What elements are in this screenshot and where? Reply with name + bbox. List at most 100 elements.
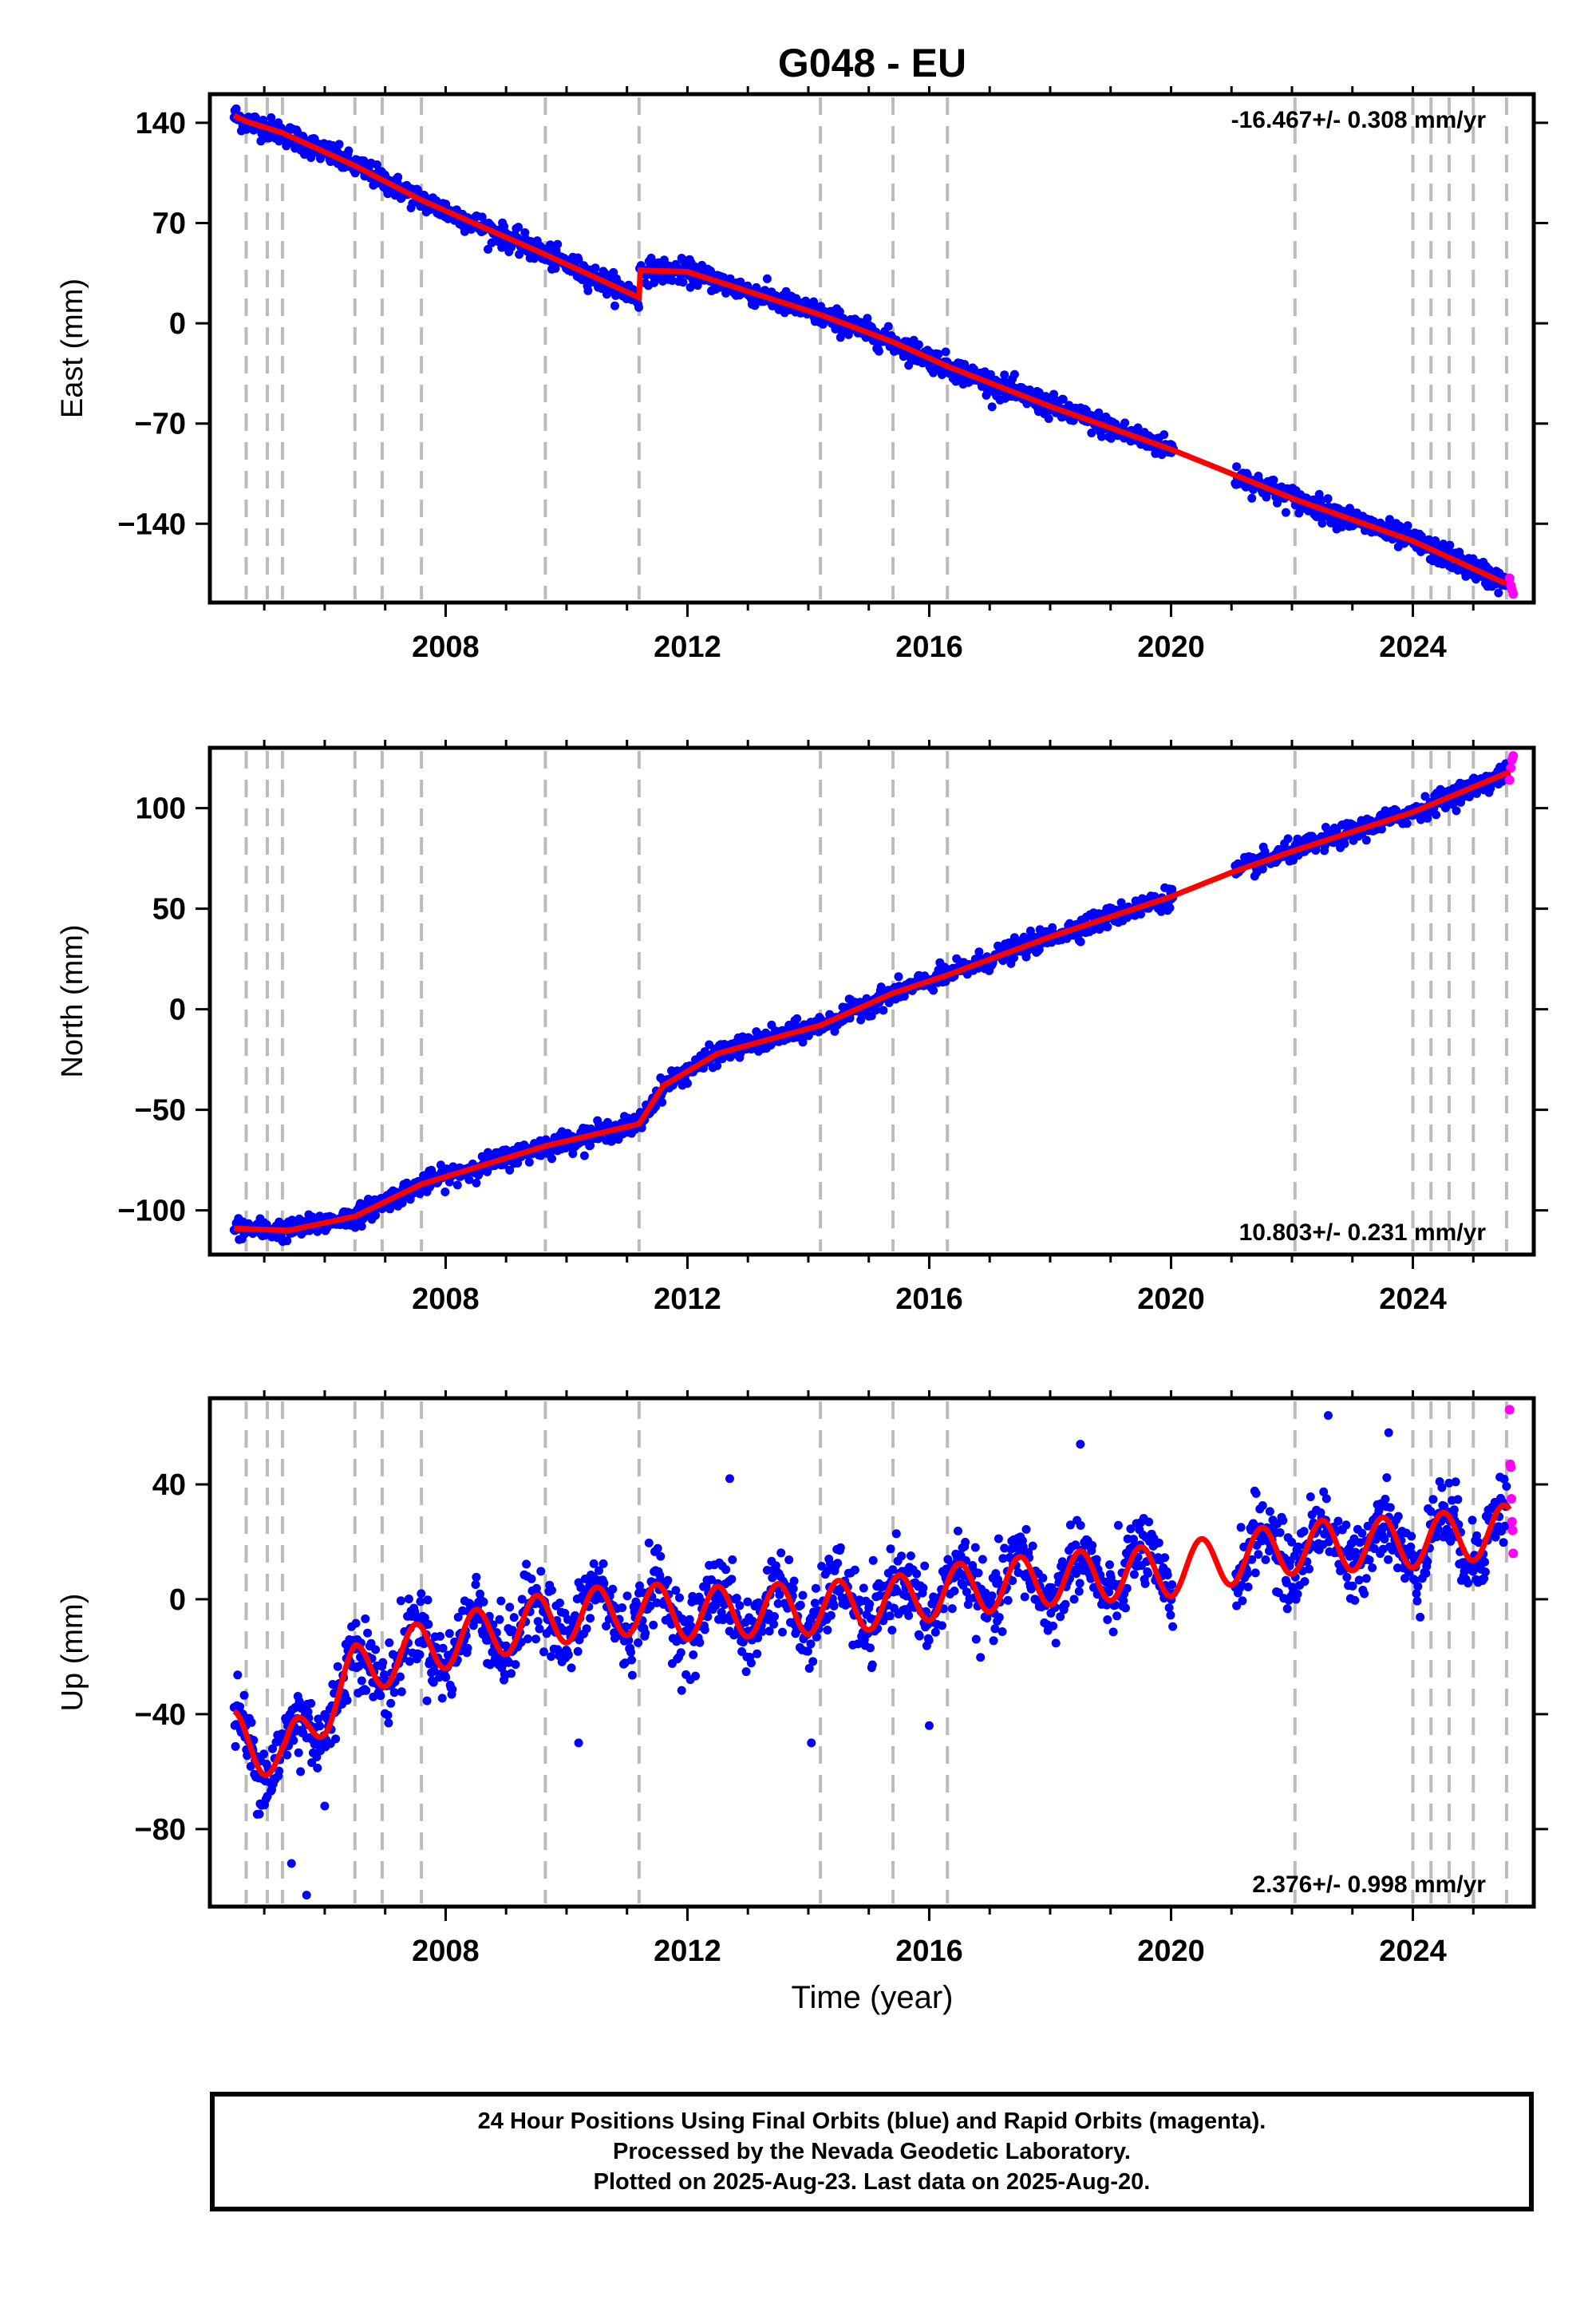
final-point [947,1604,957,1614]
final-point [595,1566,603,1575]
final-point [806,1639,816,1649]
final-point [396,1596,405,1606]
final-point [798,1591,808,1600]
final-point [978,1555,987,1564]
final-point [685,283,695,292]
final-point [885,1611,895,1621]
final-point [268,1744,277,1753]
final-point [1439,539,1448,549]
rapid-point [1504,573,1515,583]
final-point [505,1603,515,1612]
final-point [1385,515,1394,524]
final-point [976,1653,986,1662]
final-point [879,1006,888,1015]
final-point [634,302,643,312]
final-point [656,1551,666,1561]
model-curve-east [232,113,1507,587]
final-point [649,1620,658,1630]
x-tick-label: 2020 [1137,630,1205,664]
final-point [574,255,583,265]
final-point [1121,1603,1130,1613]
final-point [1403,521,1412,531]
final-point [524,1157,534,1167]
final-point [866,1643,875,1653]
rapid-point [1508,751,1519,761]
final-point [314,1714,323,1724]
final-point [804,1664,814,1673]
final-point [547,1586,556,1595]
final-point [1061,1599,1070,1609]
final-point [768,1573,777,1583]
rapid-point [1508,589,1519,599]
final-point [1097,432,1106,441]
final-point [994,1613,1004,1622]
final-point [1065,1520,1075,1530]
final-point [479,1597,488,1607]
final-point [555,1599,564,1607]
final-point [235,1702,245,1712]
final-point [531,1634,540,1644]
final-point [396,1672,405,1682]
final-point [610,301,619,310]
final-point [971,1634,981,1644]
final-point [389,1688,399,1697]
final-point [1300,1577,1310,1587]
final-point [974,947,984,957]
final-point [1402,819,1412,828]
final-point [918,1583,928,1593]
final-point [915,1631,924,1641]
final-point [658,1097,667,1107]
final-point [693,281,702,290]
final-point [627,1670,637,1680]
final-point [1028,1541,1037,1551]
final-point [599,1579,609,1588]
final-point [438,1643,448,1653]
final-point [553,239,563,249]
final-point [453,1612,463,1622]
final-point [1051,1638,1061,1648]
final-point [536,1567,546,1576]
final-point [757,1626,767,1636]
final-point [735,1601,745,1611]
final-point [385,1638,394,1647]
final-point [994,1575,1002,1584]
final-point [586,1614,595,1623]
final-point [1332,826,1341,836]
final-point [897,1551,907,1561]
final-point [351,1618,361,1628]
final-point [440,1188,450,1196]
final-point [1309,495,1318,504]
y-tick-label: 0 [169,994,186,1027]
final-point [879,1616,888,1626]
final-point [920,1561,930,1571]
final-point [1464,792,1474,801]
final-point [611,290,620,300]
final-point [1129,1570,1139,1579]
final-point [1166,1611,1175,1620]
final-point [239,1690,249,1700]
x-tick-label: 2024 [1379,630,1447,664]
final-point [1133,423,1143,433]
final-point [1119,1596,1128,1606]
final-point [1416,815,1425,824]
final-point [1056,1612,1065,1622]
y-tick-label: 50 [152,893,186,927]
final-point [811,1583,820,1593]
final-point [331,1734,341,1744]
final-point [833,1559,843,1568]
final-point [591,263,600,273]
final-point [539,1647,548,1657]
final-point [998,1554,1008,1563]
final-point [962,1587,971,1597]
final-point [1000,370,1009,380]
final-point [1165,903,1175,912]
final-point [789,1576,799,1586]
final-point [1087,429,1096,437]
final-point [422,1696,432,1705]
final-point [989,1636,998,1646]
final-point [826,1611,836,1620]
final-point [463,1643,472,1653]
final-point [1126,1524,1136,1534]
final-point [683,1079,692,1088]
